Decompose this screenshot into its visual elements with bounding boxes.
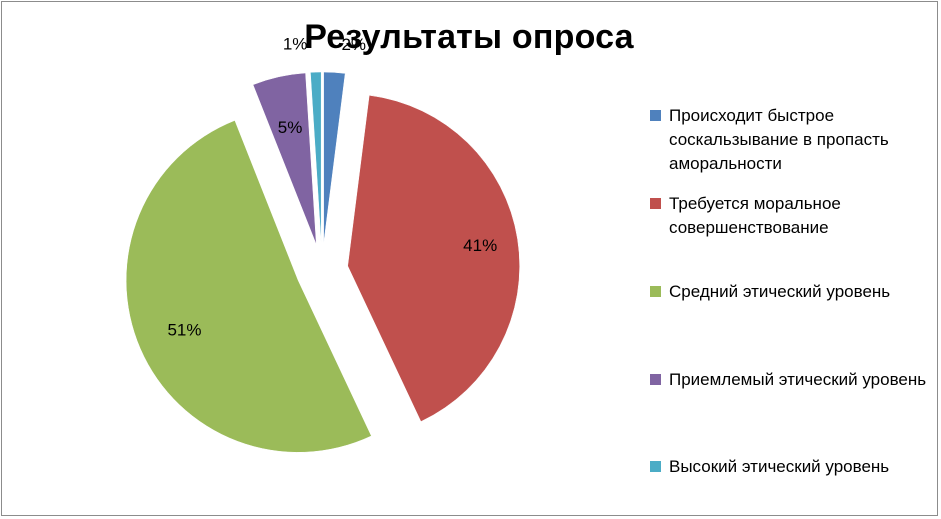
legend-swatch <box>650 461 661 472</box>
chart-title: Результаты опроса <box>304 18 634 56</box>
legend-label: Требуется моральное совершенствование <box>669 194 841 237</box>
pie-slice <box>323 71 346 245</box>
legend-item: Высокий этический уровень <box>650 455 940 479</box>
legend-swatch <box>650 374 661 385</box>
legend-item: Средний этический уровень <box>650 280 940 304</box>
data-label: 41% <box>463 236 497 255</box>
legend-item: Происходит быстрое соскальзывание в проп… <box>650 104 940 176</box>
pie-slice <box>125 120 372 453</box>
pie-slice <box>310 71 322 245</box>
legend-label: Средний этический уровень <box>669 282 891 301</box>
legend-swatch <box>650 286 661 297</box>
pie-slice <box>252 72 317 245</box>
data-label: 51% <box>167 321 201 340</box>
legend-item: Требуется моральное совершенствование <box>650 192 940 240</box>
legend-label: Происходит быстрое соскальзывание в проп… <box>669 106 889 173</box>
legend-label: Высокий этический уровень <box>669 457 890 476</box>
data-label: 1% <box>283 34 308 53</box>
legend-label: Приемлемый этический уровень <box>669 370 927 389</box>
data-label: 5% <box>278 118 303 137</box>
legend-swatch <box>650 198 661 209</box>
legend-item: Приемлемый этический уровень <box>650 368 940 392</box>
legend-swatch <box>650 110 661 121</box>
data-label: 2% <box>341 35 366 54</box>
pie-slice <box>347 95 520 422</box>
